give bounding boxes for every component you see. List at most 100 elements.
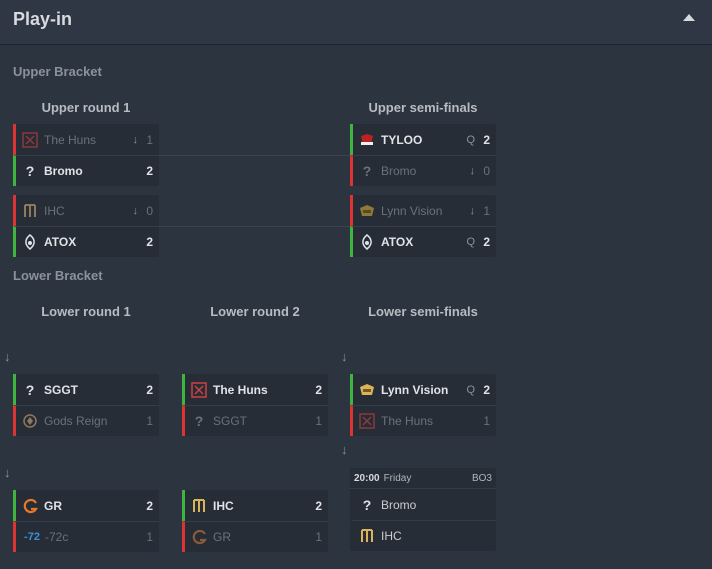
team-name: IHC: [213, 498, 234, 513]
qualified-marker: Q: [466, 383, 475, 396]
team-name: The Huns: [213, 382, 268, 397]
lynn-vision-logo-icon: [359, 203, 375, 219]
round-title-lower-r1: Lower round 1: [41, 304, 131, 319]
team-name: ATOX: [44, 235, 77, 249]
team-row[interactable]: IHC ↓ 0: [13, 195, 159, 226]
team-row[interactable]: The Huns 2: [182, 374, 328, 405]
team-score: 1: [315, 530, 322, 544]
team-name: Bromo: [44, 164, 83, 178]
lynn-vision-logo-icon: [359, 382, 375, 398]
team-name: IHC: [44, 203, 65, 218]
drop-arrow-icon: ↓: [341, 349, 348, 364]
eliminated-arrow-icon: ↓: [469, 204, 476, 217]
team-72c-logo: -72: [24, 531, 40, 543]
team-score: 2: [146, 235, 153, 249]
team-name: Gods Reign: [44, 414, 108, 428]
team-name: -72c: [45, 530, 69, 544]
team-row[interactable]: GR 1: [182, 521, 328, 552]
team-name: Bromo: [381, 164, 417, 178]
qualified-marker: Q: [466, 236, 475, 248]
team-score: 2: [146, 382, 153, 397]
team-row[interactable]: GR 2: [13, 490, 159, 521]
upper-bracket-label: Upper Bracket: [13, 64, 102, 79]
match-upper-r1-a[interactable]: The Huns ↓ 1 ? Bromo 2: [13, 124, 159, 186]
team-row[interactable]: ATOX Q 2: [350, 226, 496, 257]
huns-logo-icon: [191, 381, 207, 398]
team-row[interactable]: Gods Reign 1: [13, 405, 159, 436]
team-row[interactable]: IHC 2: [182, 490, 328, 521]
team-row[interactable]: Lynn Vision ↓ 1: [350, 195, 496, 226]
match-upper-r1-b[interactable]: IHC ↓ 0 ATOX 2: [13, 195, 159, 257]
drop-arrow-icon: ↓: [4, 349, 11, 364]
gods-reign-logo-icon: [22, 413, 38, 429]
page-title: Play-in: [13, 9, 73, 29]
round-title-lower-semi: Lower semi-finals: [368, 304, 478, 319]
team-name: Bromo: [381, 497, 417, 512]
match-info-header: 20:00 Friday BO3: [350, 468, 496, 489]
team-score: 0: [146, 203, 153, 218]
lower-bracket-label: Lower Bracket: [13, 268, 103, 283]
ihc-logo-icon: [22, 203, 38, 219]
ihc-logo-icon: [191, 498, 207, 514]
team-score: 0: [483, 164, 490, 178]
match-lower-r2-a[interactable]: The Huns 2 ? SGGT 1: [182, 374, 328, 436]
match-lower-r1-a[interactable]: ? SGGT 2 Gods Reign 1: [13, 374, 159, 436]
eliminated-arrow-icon: ↓: [132, 133, 139, 146]
eliminated-arrow-icon: ↓: [469, 165, 476, 177]
team-row[interactable]: IHC: [350, 520, 496, 551]
match-lower-r1-b[interactable]: GR 2 -72 -72c 1: [13, 490, 159, 552]
drop-arrow-icon: ↓: [4, 465, 11, 480]
team-name: The Huns: [381, 414, 434, 428]
unknown-team-icon: ?: [362, 163, 372, 179]
unknown-team-icon: ?: [25, 381, 35, 398]
eliminated-arrow-icon: ↓: [132, 204, 139, 217]
match-upper-semi-a[interactable]: TYLOO Q 2 ? Bromo ↓ 0: [350, 124, 496, 186]
match-day: Friday: [383, 472, 412, 484]
match-lower-semi-a[interactable]: Lynn Vision Q 2 The Huns 1: [350, 374, 496, 436]
match-upper-semi-b[interactable]: Lynn Vision ↓ 1 ATOX Q 2: [350, 195, 496, 257]
team-score: 2: [483, 235, 490, 249]
team-row[interactable]: TYLOO Q 2: [350, 124, 496, 155]
team-name: SGGT: [213, 414, 248, 428]
team-score: 2: [315, 382, 322, 397]
team-name: ATOX: [381, 235, 414, 249]
collapse-caret-icon[interactable]: [683, 14, 695, 21]
team-row[interactable]: The Huns 1: [350, 405, 496, 436]
team-score: 1: [315, 414, 322, 428]
team-row[interactable]: ATOX 2: [13, 226, 159, 257]
team-name: GR: [213, 530, 231, 544]
team-row[interactable]: ? Bromo: [350, 489, 496, 520]
team-name: Lynn Vision: [381, 382, 449, 397]
bracket-connector: [159, 226, 350, 227]
team-row[interactable]: ? Bromo 2: [13, 155, 159, 186]
atox-logo-icon: [359, 234, 375, 250]
playin-header[interactable]: Play-in: [0, 0, 712, 45]
match-lower-r2-b[interactable]: IHC 2 GR 1: [182, 490, 328, 552]
team-row[interactable]: Lynn Vision Q 2: [350, 374, 496, 405]
team-score: 2: [483, 132, 490, 147]
team-score: 2: [146, 164, 153, 178]
ihc-logo-icon: [359, 528, 375, 544]
gr-logo-icon: [22, 498, 38, 514]
team-score: 1: [483, 414, 490, 428]
team-score: 1: [146, 530, 153, 544]
round-title-lower-r2: Lower round 2: [210, 304, 300, 319]
tyloo-logo-icon: [359, 132, 375, 148]
match-lower-semi-b[interactable]: 20:00 Friday BO3 ? Bromo IHC: [350, 468, 496, 551]
team-name: IHC: [381, 529, 402, 543]
team-row[interactable]: -72 -72c 1: [13, 521, 159, 552]
team-score: 1: [146, 132, 153, 147]
drop-arrow-icon: ↓: [341, 442, 348, 457]
team-score: 2: [483, 382, 490, 397]
team-row[interactable]: ? Bromo ↓ 0: [350, 155, 496, 186]
team-score: 2: [315, 498, 322, 513]
team-row[interactable]: The Huns ↓ 1: [13, 124, 159, 155]
unknown-team-icon: ?: [362, 496, 372, 513]
bracket-connector: [159, 155, 350, 156]
huns-logo-icon: [359, 413, 375, 429]
team-row[interactable]: ? SGGT 2: [13, 374, 159, 405]
team-score: 1: [146, 414, 153, 428]
team-row[interactable]: ? SGGT 1: [182, 405, 328, 436]
team-name: TYLOO: [381, 132, 423, 147]
unknown-team-icon: ?: [194, 413, 204, 429]
